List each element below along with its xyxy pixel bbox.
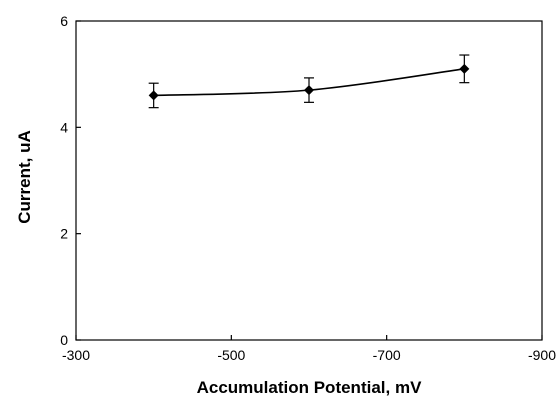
x-axis-tick-labels: -300 -500 -700 -900 <box>62 347 556 363</box>
series-layer <box>148 54 470 109</box>
y-tick-label: 6 <box>60 13 68 29</box>
plot-area-frame <box>75 20 543 341</box>
x-axis-ticks <box>75 335 543 340</box>
x-tick-label: -700 <box>373 347 401 363</box>
y-tick-label: 2 <box>60 226 68 242</box>
x-tick-label: -300 <box>62 347 90 363</box>
y-axis-ticks <box>76 20 81 341</box>
x-tick-label: -500 <box>217 347 245 363</box>
data-point-marker <box>304 85 314 96</box>
y-axis-title: Current, uA <box>15 130 34 224</box>
x-axis-title: Accumulation Potential, mV <box>197 378 422 397</box>
y-tick-label: 0 <box>60 332 68 348</box>
data-point-marker <box>459 63 470 74</box>
y-axis-tick-labels: 0 2 4 6 <box>60 13 68 348</box>
data-point-marker <box>148 90 159 101</box>
y-tick-label: 4 <box>60 119 68 135</box>
x-tick-label: -900 <box>528 347 556 363</box>
